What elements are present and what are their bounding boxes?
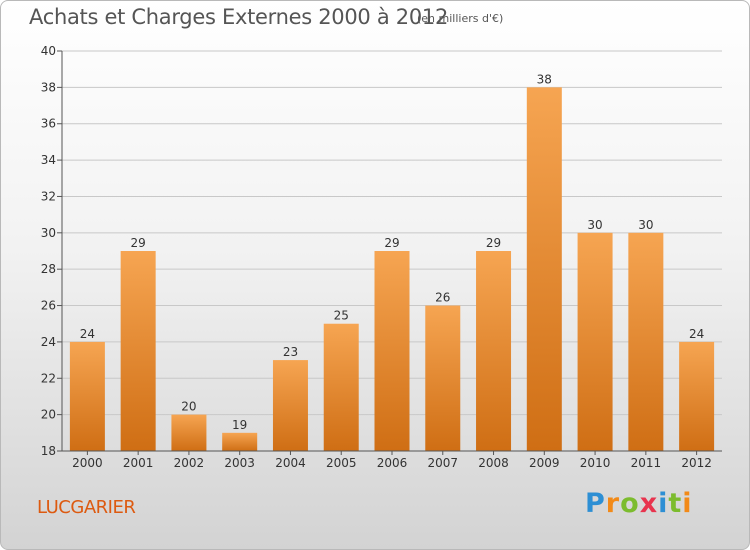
bar-2003 xyxy=(222,432,258,451)
logo-letter: x xyxy=(639,488,659,519)
x-tick-label-2010: 2010 xyxy=(580,456,611,470)
y-tick-label: 20 xyxy=(41,408,56,422)
y-tick-label: 40 xyxy=(41,44,56,58)
y-tick-label: 38 xyxy=(41,80,56,94)
bar-2004 xyxy=(272,360,308,451)
x-tick-label-2002: 2002 xyxy=(174,456,205,470)
data-label-2010: 30 xyxy=(587,218,602,232)
data-label-2000: 24 xyxy=(80,327,95,341)
bar-2010 xyxy=(577,232,613,451)
y-tick-label: 30 xyxy=(41,226,56,240)
data-label-2012: 24 xyxy=(689,327,704,341)
y-tick-label: 22 xyxy=(41,371,56,385)
y-tick-label: 24 xyxy=(41,335,56,349)
x-tick-label-2007: 2007 xyxy=(427,456,458,470)
logo-letter: i xyxy=(658,488,669,519)
y-tick-label: 34 xyxy=(41,153,56,167)
x-tick-label-2012: 2012 xyxy=(681,456,712,470)
proxiti-logo: Proxiti xyxy=(585,488,693,519)
data-label-2006: 29 xyxy=(384,236,399,250)
data-label-2004: 23 xyxy=(283,345,298,359)
logo-letter: t xyxy=(668,488,683,519)
bar-2005 xyxy=(323,323,359,451)
bar-2012 xyxy=(679,341,715,451)
y-tick-label: 28 xyxy=(41,262,56,276)
bar-2002 xyxy=(171,414,207,451)
data-label-2009: 38 xyxy=(537,72,552,86)
data-label-2002: 20 xyxy=(181,400,196,414)
logo-letter: o xyxy=(620,488,640,519)
x-tick-label-2006: 2006 xyxy=(377,456,408,470)
bar-2008 xyxy=(476,251,512,451)
bar-2000 xyxy=(69,341,105,451)
x-tick-label-2011: 2011 xyxy=(631,456,662,470)
bar-2011 xyxy=(628,232,664,451)
logo-letter: i xyxy=(682,488,693,519)
chart-title: Achats et Charges Externes 2000 à 2012 xyxy=(29,5,449,29)
data-label-2005: 25 xyxy=(334,309,349,323)
y-tick-label: 36 xyxy=(41,117,56,131)
y-tick-label: 32 xyxy=(41,189,56,203)
x-tick-label-2005: 2005 xyxy=(326,456,357,470)
chart-subtitle: (en milliers d'€) xyxy=(417,12,504,25)
data-label-2011: 30 xyxy=(638,218,653,232)
bar-2007 xyxy=(425,305,461,451)
bar-2001 xyxy=(120,251,156,451)
x-tick-label-2004: 2004 xyxy=(275,456,306,470)
x-tick-label-2000: 2000 xyxy=(72,456,103,470)
x-tick-label-2008: 2008 xyxy=(478,456,509,470)
data-label-2003: 19 xyxy=(232,418,247,432)
bar-2006 xyxy=(374,251,410,451)
logo-letter: P xyxy=(585,488,606,519)
y-tick-label: 26 xyxy=(41,299,56,313)
x-tick-label-2009: 2009 xyxy=(529,456,560,470)
data-label-2001: 29 xyxy=(131,236,146,250)
bar-2009 xyxy=(526,87,562,451)
data-label-2008: 29 xyxy=(486,236,501,250)
commune-name: LUCGARIER xyxy=(37,497,136,518)
x-tick-label-2003: 2003 xyxy=(224,456,255,470)
x-tick-label-2001: 2001 xyxy=(123,456,154,470)
logo-letter: r xyxy=(605,488,621,519)
y-tick-label: 18 xyxy=(41,444,56,458)
data-label-2007: 26 xyxy=(435,291,450,305)
